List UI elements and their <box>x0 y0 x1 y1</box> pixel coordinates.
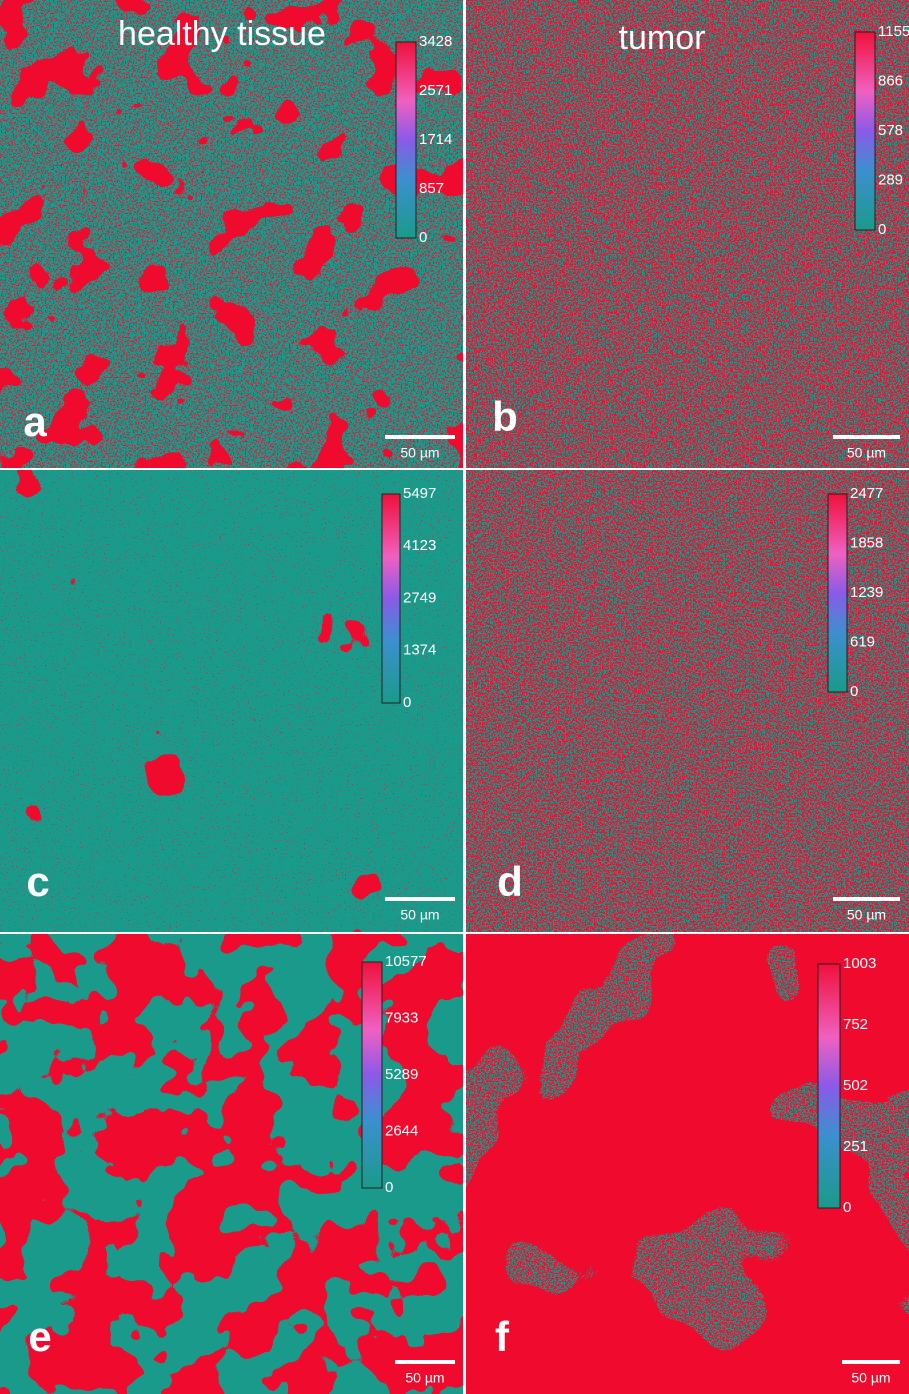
signal-region <box>0 0 463 468</box>
colorbar <box>382 494 400 703</box>
colorbar-label: 866 <box>878 73 903 90</box>
colorbar-label: 619 <box>850 633 875 650</box>
scale-label: 50 µm <box>847 907 886 923</box>
colorbar-label: 1714 <box>419 131 452 148</box>
colorbar-label: 2644 <box>385 1122 418 1139</box>
colorbar-label: 0 <box>850 683 858 700</box>
colorbar-label: 0 <box>385 1179 393 1196</box>
colorbar-label: 251 <box>843 1138 868 1155</box>
scale-label: 50 µm <box>405 1370 444 1386</box>
panel-letter: e <box>28 1313 51 1360</box>
colorbar-label: 5289 <box>385 1066 418 1083</box>
scale-label: 50 µm <box>400 445 439 461</box>
colorbar <box>855 32 875 230</box>
colorbar-label: 1003 <box>843 955 876 972</box>
panel-letter: c <box>26 858 49 905</box>
colorbar-label: 502 <box>843 1077 868 1094</box>
colorbar-label: 1374 <box>403 642 436 659</box>
colorbar-label: 2571 <box>419 82 452 99</box>
colorbar-label: 2477 <box>850 485 883 502</box>
scale-label: 50 µm <box>400 907 439 923</box>
colorbar-label: 2749 <box>403 589 436 606</box>
panel-letter: b <box>492 393 518 440</box>
colorbar-label: 578 <box>878 122 903 139</box>
colorbar-label: 1155 <box>878 23 909 40</box>
panel-letter: d <box>497 858 523 905</box>
scale-label: 50 µm <box>851 1370 890 1386</box>
scale-label: 50 µm <box>847 445 886 461</box>
colorbar <box>396 42 416 238</box>
colorbar-label: 1858 <box>850 534 883 551</box>
colorbar <box>362 962 382 1188</box>
signal-region <box>0 934 463 1394</box>
colorbar-label: 10577 <box>385 953 427 970</box>
panel-letter: f <box>495 1313 510 1360</box>
colorbar-label: 0 <box>843 1199 851 1216</box>
colorbar <box>818 964 840 1208</box>
colorbar-label: 5497 <box>403 485 436 502</box>
panel-letter: a <box>23 398 47 445</box>
figure: healthy tissue tumor 0 857 1714 2571 3428 a 50 µ… <box>0 0 909 1394</box>
colorbar <box>828 494 847 692</box>
column-title: healthy tissue <box>118 15 326 53</box>
colorbar-label: 752 <box>843 1016 868 1033</box>
colorbar-label: 4123 <box>403 537 436 554</box>
signal-region <box>466 0 909 468</box>
colorbar-label: 7933 <box>385 1009 418 1026</box>
colorbar-label: 0 <box>419 229 427 246</box>
colorbar-label: 857 <box>419 180 444 197</box>
colorbar-label: 289 <box>878 171 903 188</box>
colorbar-label: 3428 <box>419 33 452 50</box>
colorbar-label: 1239 <box>850 584 883 601</box>
column-title: tumor <box>619 19 706 57</box>
colorbar-label: 0 <box>878 221 886 238</box>
signal-region <box>466 934 909 1394</box>
colorbar-label: 0 <box>403 694 411 711</box>
